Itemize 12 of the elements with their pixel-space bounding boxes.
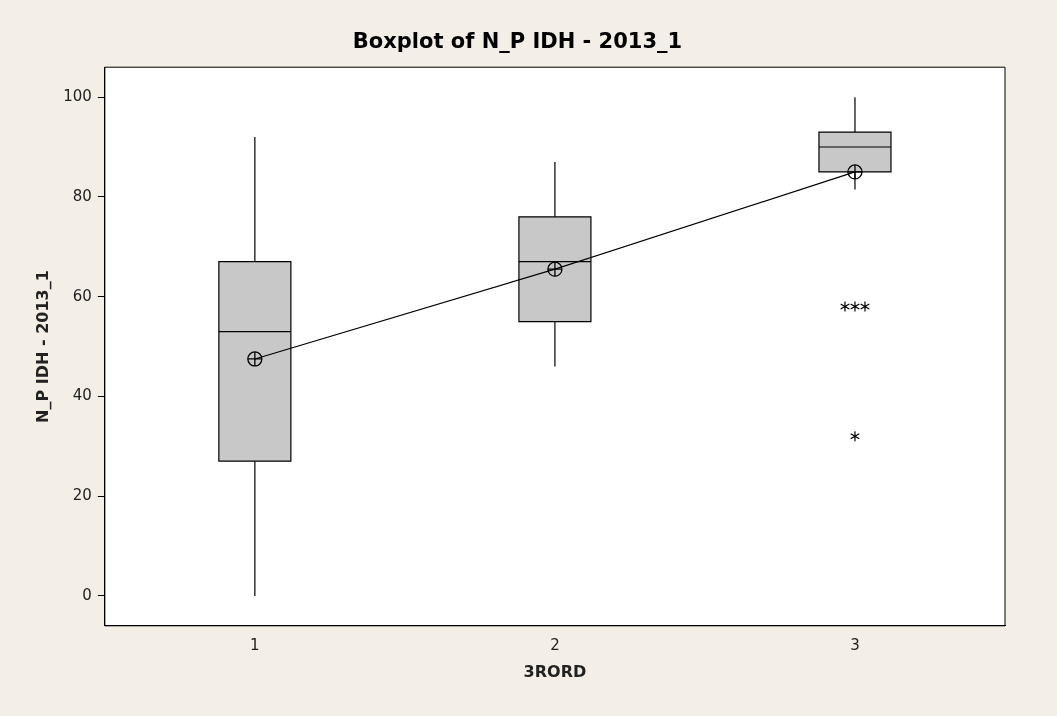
y-tick-label: 100 [63,87,92,106]
y-tick-label: 0 [82,585,92,604]
x-tick-label: 3 [850,635,860,654]
y-tick-label: 20 [72,486,92,505]
chart-title: Boxplot of N_P IDH - 2013_1 [352,29,683,54]
y-axis-title: N_P IDH - 2013_1 [32,270,52,423]
x-tick-label: 1 [250,635,260,654]
x-axis-title: 3RORD [523,661,587,681]
y-tick-label: 60 [72,286,92,305]
y-tick-label: 40 [72,386,92,405]
y-tick-label: 80 [72,186,92,205]
x-tick-label: 2 [550,635,560,654]
